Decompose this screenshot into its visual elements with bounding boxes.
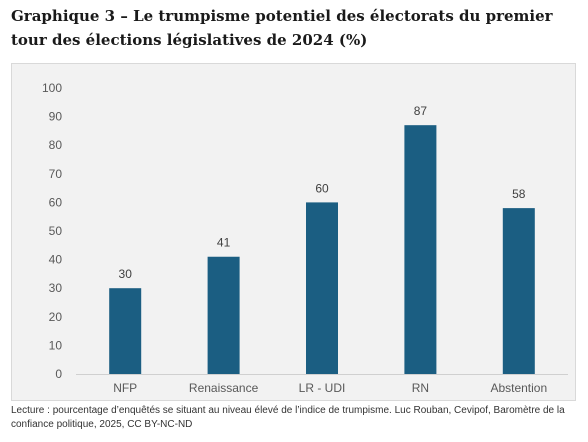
bar-lr-udi [306, 202, 338, 374]
data-label: 87 [414, 104, 428, 118]
bar-renaissance [207, 256, 240, 374]
data-label: 58 [512, 187, 526, 201]
y-tick-label: 0 [55, 367, 62, 381]
y-tick-label: 20 [49, 310, 63, 324]
y-tick-label: 50 [49, 224, 63, 238]
y-tick-label: 80 [49, 138, 63, 152]
y-tick-label: 100 [42, 81, 62, 95]
data-label: 30 [119, 267, 133, 281]
bars: 30 41 60 87 58 [109, 104, 535, 375]
x-axis: NFP Renaissance LR - UDI RN Abstention [113, 381, 547, 395]
chart-title: Graphique 3 – Le trumpisme potentiel des… [11, 7, 553, 49]
chart-caption: Lecture : pourcentage d’enquêtés se situ… [11, 405, 565, 430]
chart-area: 0 10 20 30 40 50 60 70 80 90 100 30 41 60 87 58 NFP Ren… [11, 63, 576, 401]
y-axis: 0 10 20 30 40 50 60 70 80 90 100 [42, 81, 568, 381]
data-label: 41 [217, 236, 231, 250]
category-label: Renaissance [189, 381, 259, 395]
category-label: NFP [113, 381, 137, 395]
bar-chart: 0 10 20 30 40 50 60 70 80 90 100 30 41 60 87 58 NFP Ren… [42, 81, 568, 395]
data-label: 60 [315, 181, 329, 195]
category-label: LR - UDI [299, 381, 346, 395]
y-tick-label: 30 [49, 281, 63, 295]
category-label: RN [412, 381, 429, 395]
y-tick-label: 10 [49, 338, 63, 352]
y-tick-label: 70 [49, 167, 63, 181]
bar-rn [404, 125, 437, 375]
category-label: Abstention [490, 381, 547, 395]
y-tick-label: 90 [49, 110, 63, 124]
bar-nfp [109, 288, 142, 374]
bar-abstention [502, 208, 535, 374]
y-tick-label: 40 [49, 253, 63, 267]
y-tick-label: 60 [49, 195, 63, 209]
